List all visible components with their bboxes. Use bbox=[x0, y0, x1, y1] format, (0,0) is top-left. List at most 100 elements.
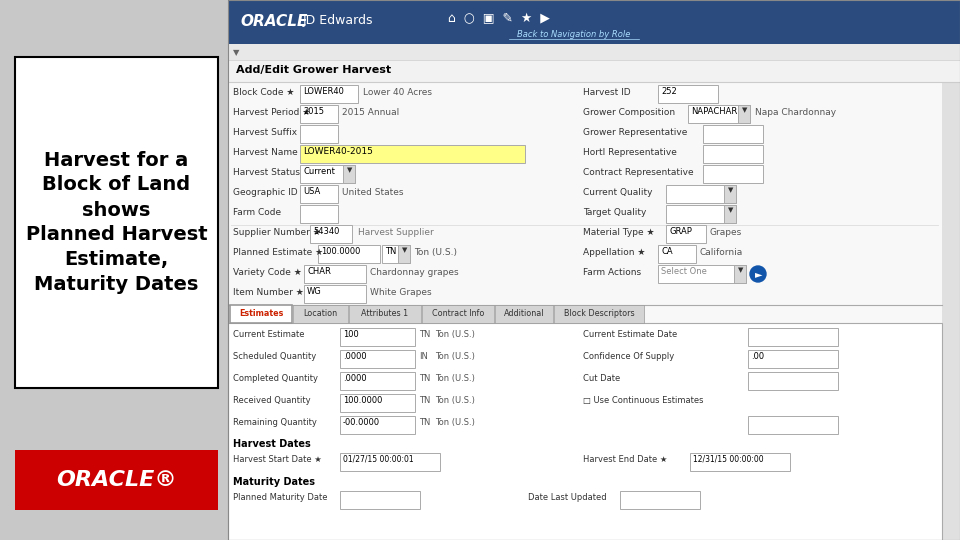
Text: Appellation ★: Appellation ★ bbox=[583, 248, 645, 257]
Bar bbox=[300, 165, 355, 183]
Bar bbox=[738, 105, 750, 123]
Text: -00.0000: -00.0000 bbox=[343, 418, 380, 427]
Text: ▼: ▼ bbox=[347, 167, 352, 173]
Text: Harvest Dates: Harvest Dates bbox=[233, 439, 311, 449]
Bar bbox=[398, 245, 410, 263]
Bar bbox=[666, 185, 736, 203]
Bar bbox=[554, 305, 644, 323]
Text: 252: 252 bbox=[661, 87, 677, 96]
Text: 100.0000: 100.0000 bbox=[321, 247, 360, 256]
Text: .0000: .0000 bbox=[343, 352, 367, 361]
Bar bbox=[340, 453, 440, 471]
Bar bbox=[318, 245, 380, 263]
Text: Contract Representative: Contract Representative bbox=[583, 168, 694, 177]
Text: Geographic ID: Geographic ID bbox=[233, 188, 298, 197]
Bar bbox=[340, 328, 415, 346]
Text: Ton (U.S.): Ton (U.S.) bbox=[435, 374, 475, 383]
Text: TN: TN bbox=[385, 247, 396, 256]
Text: TN: TN bbox=[419, 396, 430, 405]
Text: Block Code ★: Block Code ★ bbox=[233, 88, 295, 97]
Bar bbox=[703, 125, 763, 143]
Bar bbox=[228, 82, 942, 540]
Bar bbox=[703, 145, 763, 163]
Bar bbox=[310, 225, 352, 243]
Text: Supplier Number ★: Supplier Number ★ bbox=[233, 228, 321, 237]
Text: ▼: ▼ bbox=[742, 107, 748, 113]
Text: Harvest for a
Block of Land
shows
Planned Harvest
Estimate,
Maturity Dates: Harvest for a Block of Land shows Planne… bbox=[26, 151, 207, 294]
Bar bbox=[748, 416, 838, 434]
Text: Contract Info: Contract Info bbox=[432, 309, 484, 318]
Text: TN: TN bbox=[419, 418, 430, 427]
Bar bbox=[340, 416, 415, 434]
Text: WG: WG bbox=[307, 287, 322, 296]
Bar bbox=[340, 394, 415, 412]
Bar bbox=[228, 323, 942, 540]
Text: JD Edwards: JD Edwards bbox=[303, 14, 373, 27]
Text: Chardonnay grapes: Chardonnay grapes bbox=[370, 268, 459, 277]
Bar bbox=[724, 205, 736, 223]
Bar bbox=[340, 372, 415, 390]
Text: Harvest Status: Harvest Status bbox=[233, 168, 300, 177]
Text: Select One: Select One bbox=[661, 267, 707, 276]
Bar bbox=[228, 60, 960, 82]
Text: NAPACHAR: NAPACHAR bbox=[691, 107, 737, 116]
Text: Ton (U.S.): Ton (U.S.) bbox=[435, 418, 475, 427]
Text: Current: Current bbox=[303, 167, 335, 176]
Text: Harvest Name: Harvest Name bbox=[233, 148, 298, 157]
Text: Harvest Suffix: Harvest Suffix bbox=[233, 128, 298, 137]
Text: Cut Date: Cut Date bbox=[583, 374, 620, 383]
Text: Material Type ★: Material Type ★ bbox=[583, 228, 655, 237]
Text: Hortl Representative: Hortl Representative bbox=[583, 148, 677, 157]
Text: ▼: ▼ bbox=[728, 207, 733, 213]
Text: Current Estimate: Current Estimate bbox=[233, 330, 304, 339]
Bar bbox=[724, 185, 736, 203]
Bar bbox=[666, 205, 736, 223]
Bar bbox=[748, 350, 838, 368]
Bar bbox=[349, 305, 421, 323]
Text: Ton (U.S.): Ton (U.S.) bbox=[435, 396, 475, 405]
Text: 100.0000: 100.0000 bbox=[343, 396, 382, 405]
Bar bbox=[658, 245, 696, 263]
Text: Harvest ID: Harvest ID bbox=[583, 88, 631, 97]
Text: GRAP: GRAP bbox=[669, 227, 692, 236]
Bar bbox=[703, 165, 763, 183]
Bar bbox=[300, 205, 338, 223]
Text: ▼: ▼ bbox=[233, 48, 239, 57]
Bar bbox=[15, 57, 218, 388]
Text: Variety Code ★: Variety Code ★ bbox=[233, 268, 301, 277]
Text: Back to Navigation by Role: Back to Navigation by Role bbox=[517, 30, 631, 39]
Bar bbox=[300, 125, 338, 143]
Bar bbox=[382, 245, 410, 263]
Bar bbox=[300, 185, 338, 203]
Text: Maturity Dates: Maturity Dates bbox=[233, 477, 315, 487]
Bar bbox=[300, 145, 525, 163]
Text: 01/27/15 00:00:01: 01/27/15 00:00:01 bbox=[343, 455, 414, 464]
Text: USA: USA bbox=[303, 187, 321, 196]
Text: TN: TN bbox=[419, 374, 430, 383]
Bar bbox=[734, 265, 746, 283]
Text: Completed Quantity: Completed Quantity bbox=[233, 374, 318, 383]
Text: Planned Maturity Date: Planned Maturity Date bbox=[233, 493, 327, 502]
Text: CA: CA bbox=[661, 247, 673, 256]
Bar bbox=[300, 85, 358, 103]
Text: 2015 Annual: 2015 Annual bbox=[342, 108, 399, 117]
Bar bbox=[620, 491, 700, 509]
Bar bbox=[666, 225, 706, 243]
Text: Add/Edit Grower Harvest: Add/Edit Grower Harvest bbox=[236, 65, 391, 75]
Bar bbox=[293, 305, 348, 323]
Bar bbox=[495, 305, 553, 323]
Text: 2015: 2015 bbox=[303, 107, 324, 116]
Text: Block Descriptors: Block Descriptors bbox=[564, 309, 635, 318]
Bar bbox=[228, 44, 960, 60]
Text: □ Use Continuous Estimates: □ Use Continuous Estimates bbox=[583, 396, 704, 405]
Text: CHAR: CHAR bbox=[307, 267, 331, 276]
Bar bbox=[340, 350, 415, 368]
Bar bbox=[15, 450, 218, 510]
Text: Remaining Quantity: Remaining Quantity bbox=[233, 418, 317, 427]
Text: Item Number ★: Item Number ★ bbox=[233, 288, 304, 297]
Text: Harvest Period ★: Harvest Period ★ bbox=[233, 108, 310, 117]
Bar bbox=[688, 105, 750, 123]
Text: ORACLE: ORACLE bbox=[240, 14, 307, 29]
Text: Received Quantity: Received Quantity bbox=[233, 396, 311, 405]
Text: Target Quality: Target Quality bbox=[583, 208, 646, 217]
